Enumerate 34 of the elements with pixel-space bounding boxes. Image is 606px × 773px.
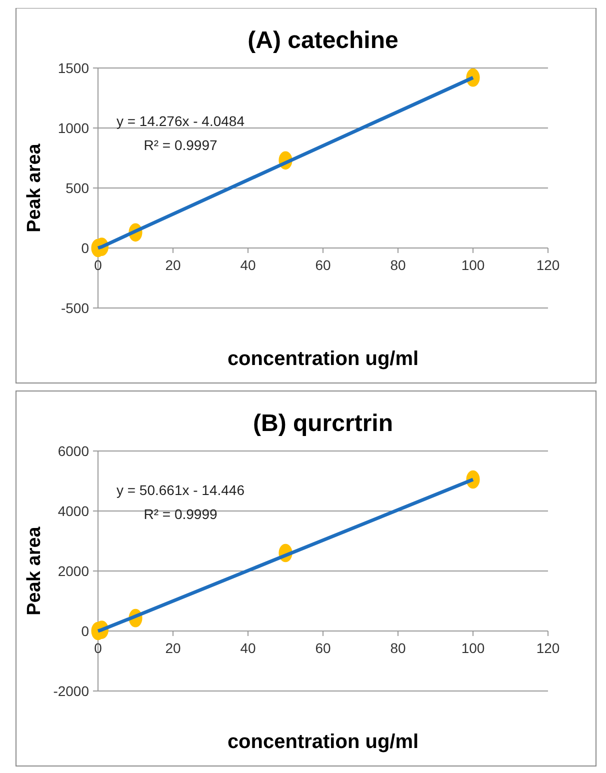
y-tick-label: -500: [60, 300, 90, 316]
x-tick-label: 20: [165, 640, 181, 656]
x-axis-title: concentration ug/ml: [227, 348, 419, 370]
y-tick-label: 0: [81, 240, 90, 256]
y-tick-label: 2000: [58, 563, 90, 579]
x-axis-title: concentration ug/ml: [227, 731, 419, 753]
y-tick-label: 6000: [58, 443, 90, 459]
y-tick-label: 0: [81, 623, 90, 639]
y-tick-label: 1500: [58, 60, 90, 76]
x-tick-label: 40: [240, 640, 256, 656]
y-tick-label: 1000: [58, 120, 90, 136]
x-tick-label: 20: [165, 257, 181, 273]
x-tick-label: 80: [390, 640, 406, 656]
x-tick-label: 120: [536, 640, 560, 656]
x-tick-label: 100: [461, 257, 485, 273]
x-tick-label: 60: [315, 257, 331, 273]
x-tick-label: 0: [94, 640, 102, 656]
annotation: R² = 0.9997: [144, 137, 218, 153]
y-tick-label: -2000: [53, 683, 90, 699]
y-tick-label: 500: [66, 180, 90, 196]
chart-title: (A) catechine: [248, 27, 398, 54]
x-tick-label: 120: [536, 257, 560, 273]
x-tick-label: 60: [315, 640, 331, 656]
chart-title: (B) qurcrtrin: [253, 410, 393, 437]
y-tick-label: 4000: [58, 503, 90, 519]
x-tick-label: 100: [461, 640, 485, 656]
x-tick-label: 0: [94, 257, 102, 273]
y-axis-title: Peak area: [24, 143, 45, 232]
y-axis-title: Peak area: [24, 526, 45, 616]
annotation: R² = 0.9999: [144, 506, 218, 522]
x-tick-label: 40: [240, 257, 256, 273]
x-tick-label: 80: [390, 257, 406, 273]
annotation: y = 50.661x - 14.446: [116, 482, 245, 498]
annotation: y = 14.276x - 4.0484: [116, 113, 245, 129]
